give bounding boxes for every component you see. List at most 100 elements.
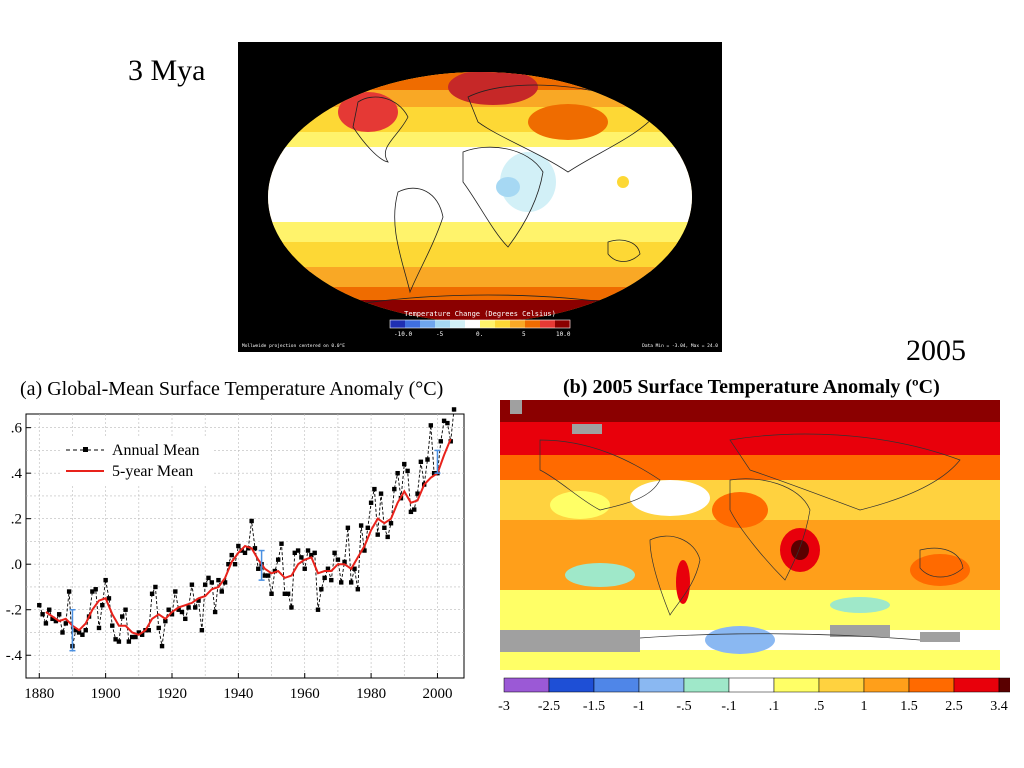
annual-mean-point [305,548,311,553]
annual-mean-point [93,587,98,592]
annual-mean-point [83,628,88,633]
global-mean-temperature-chart: 1880 1900 1920 1940 1960 1980 2000 -.4 -.2 .0 .2 .4… [0,400,476,716]
annual-mean-point [40,612,45,617]
colorbar-tick-label: .1 [769,699,780,714]
y-tick-label: -.2 [6,603,22,619]
colorbar-tick-label: 2.5 [945,699,963,714]
annual-mean-point [322,575,327,581]
annual-mean-point [405,468,410,474]
annual-mean-point [358,523,364,528]
x-tick-label: 1960 [290,686,320,702]
annual-mean-point [206,575,211,581]
colorbar-tick-label: .5 [814,699,825,714]
annual-mean-point [219,589,224,594]
annual-mean-point [262,573,268,578]
colorbar-tick-label: 1 [861,699,868,714]
annual-mean-point [96,625,102,631]
colorbar-swatch [818,677,865,693]
annual-mean-point [252,546,258,551]
annual-mean-point [159,643,165,649]
annual-mean-point [236,543,241,549]
annual-mean-point [378,491,384,496]
colorbar-swatch [998,677,1010,693]
annual-mean-point [431,470,437,476]
annual-mean-point [292,550,297,556]
annual-mean-point [156,625,161,631]
chart-a-legend-box [60,438,212,486]
pliocene-projection-note: Mollweide projection centered on 0.0°E [242,343,345,349]
pliocene-temperature-map: Temperature Change (Degrees Celsius) -10… [238,42,722,352]
colorbar-swatch [593,677,640,693]
pliocene-colorbar-swatch [390,320,406,328]
annual-mean-point [229,552,234,558]
annual-mean-point [110,623,115,628]
x-tick-label: 1940 [223,686,253,702]
annual-mean-point [319,587,324,592]
annual-mean-point [53,618,59,624]
annual-mean-point [365,525,370,530]
annual-mean-point [100,602,105,608]
annual-mean-point [352,566,357,571]
x-tick-label: 1920 [157,686,187,702]
annual-mean-point [289,605,294,610]
annual-mean-point [415,491,420,496]
anomaly-map-svg [500,400,1000,670]
y-tick-label: .6 [11,421,23,437]
colorbar-swatch [908,677,955,693]
legend-5yr-label: 5-year Mean [112,463,193,480]
colorbar-swatch [638,677,685,693]
annual-mean-point [103,577,108,583]
annual-mean-point [193,605,198,610]
pliocene-colorbar-swatch [555,320,571,328]
annual-mean-point [80,632,85,637]
annual-mean-point [299,555,304,560]
annual-mean-point [246,546,251,551]
pliocene-colorbar-swatch [480,320,496,328]
y-tick-label: .4 [11,466,23,482]
annual-mean-point [451,407,457,412]
annual-mean-point [388,521,394,526]
colorbar-swatch [503,677,550,693]
annual-mean-point [202,582,208,587]
y-tick-label: .0 [11,557,22,573]
annual-mean-point [47,607,52,612]
pliocene-colorbar-swatch [540,320,556,328]
colorbar-tick-label: 3.4 [990,699,1008,714]
x-tick-label: 1880 [24,686,54,702]
annual-mean-point [256,566,261,571]
annual-mean-point [50,616,55,622]
annual-mean-point [348,580,354,585]
chart-a-legend: Annual Mean 5-year Mean [60,438,212,486]
annual-mean-point [402,461,407,467]
surface-anomaly-2005-map [500,400,1000,670]
annual-mean-point [120,614,125,619]
chart-b-title: (b) 2005 Surface Temperature Anomaly (ºC… [563,376,940,398]
pliocene-tick-label-4: 10.0 [556,331,571,338]
chart-a-series [37,407,457,652]
annual-mean-point [355,587,361,592]
label-2005: 2005 [906,334,966,367]
x-tick-label: 1980 [356,686,386,702]
pliocene-colorbar-swatch [525,320,541,328]
annual-mean-point [123,607,128,612]
annual-mean-point [116,639,122,644]
annual-mean-point [275,557,281,562]
annual-mean-point [242,550,248,556]
pliocene-colorbar-swatch [420,320,436,328]
annual-mean-point [345,525,351,530]
annual-mean-point [392,486,397,492]
chart-a-svg: 1880 1900 1920 1940 1960 1980 2000 -.4 -.2 .0 .2 .4… [6,407,465,702]
annual-mean-point [425,457,430,462]
annual-mean-point [385,534,390,540]
pliocene-map-fill [268,72,692,322]
annual-mean-point [222,580,228,585]
anomaly-colorbar-svg: -3 -2.5 -1.5 -1 -.5 -.1 .1 .5 1 1.5 2.5 3.4 [498,677,1010,714]
annual-mean-point [169,612,175,617]
pliocene-colorbar-frame [389,319,571,329]
colorbar-swatch [728,677,775,693]
annual-mean-point [368,500,374,505]
colorbar-swatch [773,677,820,693]
colorbar-tick-label: -2.5 [538,699,560,714]
annual-mean-point [153,584,158,590]
pliocene-colorbar-swatch [510,320,526,328]
